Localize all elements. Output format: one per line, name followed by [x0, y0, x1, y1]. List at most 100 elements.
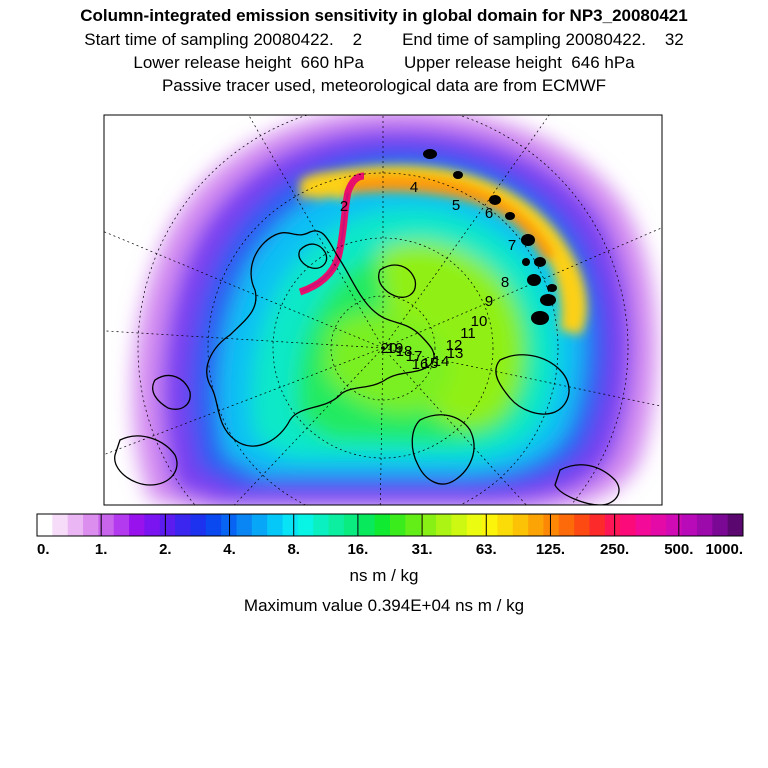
colorbar-swatch [374, 514, 391, 536]
trajectory-day-label: 11 [460, 325, 476, 342]
colorbar-swatch [251, 514, 268, 536]
colorbar-swatch [297, 514, 314, 536]
colorbar-swatch [190, 514, 207, 536]
colorbar-swatch [635, 514, 652, 536]
colorbar-tick-label: 125. [536, 541, 565, 558]
colorbar-swatch [159, 514, 176, 536]
trajectory-day-label: 14 [433, 353, 450, 370]
colorbar-tick-label: 8. [287, 541, 300, 558]
colorbar-tick-label: 0. [37, 541, 50, 558]
colorbar-swatch [83, 514, 99, 536]
colorbar-swatch [67, 514, 84, 536]
colorbar-ticks: 0. 1. 2. 4. 8. 16. 31. 63. 125. 250. 500. 1000. [36, 514, 744, 558]
colorbar-swatch [390, 514, 406, 536]
colorbar-swatch [650, 514, 667, 536]
sampling-time-line: Start time of sampling 20080422. 2 End ti… [0, 28, 768, 51]
trajectory-day-label: 7 [508, 237, 516, 254]
colorbar-swatch [466, 514, 483, 536]
colorbar-swatch [528, 514, 544, 536]
colorbar-tick-label: 250. [600, 541, 629, 558]
lower-height-label: Lower release height [133, 53, 292, 72]
colorbar-swatch [267, 514, 284, 536]
trajectory-day-label: 13 [447, 345, 464, 362]
colorbar-swatch [37, 514, 53, 536]
colorbar-swatch [420, 514, 437, 536]
colorbar-swatch [144, 514, 161, 536]
colorbar-tick-label: 1000. [705, 541, 743, 558]
start-time-label: Start time of sampling 20080422. [84, 30, 334, 49]
trajectory-day-label: 16 [412, 356, 429, 373]
colorbar-swatch [313, 514, 330, 536]
colorbar-swatch [205, 514, 222, 536]
trajectory-day-label: 6 [485, 205, 493, 222]
land-masks [423, 149, 557, 325]
colorbar-tick-label: 500. [664, 541, 693, 558]
colorbar-tick-label: 63. [476, 541, 497, 558]
map-frame [103, 114, 663, 506]
colorbar-swatch [236, 514, 253, 536]
start-time-value: 2 [352, 30, 363, 49]
tracer-note: Passive tracer used, meteorological data… [161, 76, 607, 95]
colorbar-tick-label: 16. [347, 541, 368, 558]
coastlines [114, 230, 620, 505]
trajectory-core [301, 192, 349, 292]
colorbar-swatch [666, 514, 683, 536]
trajectory-day-label: 12 [446, 337, 463, 354]
trajectory-day-label: 4 [410, 179, 418, 196]
colorbar-swatch [558, 514, 575, 536]
trajectory-day-label: 19 [387, 340, 404, 357]
upper-height-label: Upper release height [404, 53, 562, 72]
colorbar-swatch [359, 514, 376, 536]
title-block: Column-integrated emission sensitivity i… [0, 4, 768, 97]
colorbar-swatch [727, 514, 744, 536]
colorbar-swatch [604, 514, 621, 536]
colorbar-swatch [482, 514, 498, 536]
colorbar-swatch [712, 514, 729, 536]
colorbar-tick-label: 1. [95, 541, 108, 558]
colorbar-swatch [696, 514, 713, 536]
end-time-label: End time of sampling 20080422. [402, 30, 646, 49]
trajectory-day-label: 5 [452, 197, 460, 214]
trajectory-day-label: 8 [501, 274, 509, 291]
end-time-value: 32 [664, 30, 684, 49]
upper-height-value: 646 hPa [571, 53, 635, 72]
colorbar-swatch [98, 514, 115, 536]
colorbar-swatch [52, 514, 69, 536]
colorbar-swatch [175, 514, 191, 536]
release-height-line: Lower release height 660 hPa Upper releas… [0, 51, 768, 74]
colorbar-swatch [512, 514, 529, 536]
trajectory-day-label: 15 [422, 355, 439, 372]
colorbar-swatch [589, 514, 606, 536]
maximum-value: Maximum value 0.394E+04 ns m / kg [243, 596, 525, 615]
trajectory-day-label: 2 [340, 198, 348, 215]
colorbar-swatch [343, 514, 360, 536]
colorbar [36, 513, 744, 537]
colorbar-swatch [620, 514, 637, 536]
colorbar-swatch [129, 514, 145, 536]
trajectory-day-label: 10 [471, 313, 488, 330]
trajectory-day-label: 18 [396, 343, 413, 360]
colorbar-swatch [681, 514, 698, 536]
colorbar-unit: ns m / kg [349, 566, 419, 585]
colorbar-swatch [113, 514, 130, 536]
colorbar-swatch [543, 514, 560, 536]
colorbar-swatch [574, 514, 591, 536]
trajectory-day-label: 17 [406, 348, 423, 365]
colorbar-swatch [328, 514, 345, 536]
colorbar-swatch [282, 514, 299, 536]
lower-height-value: 660 hPa [300, 53, 364, 72]
map-title: Column-integrated emission sensitivity i… [80, 6, 688, 25]
graticule [104, 115, 662, 505]
colorbar-tick-label: 31. [412, 541, 433, 558]
colorbar-tick-label: 4. [223, 541, 236, 558]
colorbar-swatch [436, 514, 452, 536]
trajectory-day-label: 20 [381, 340, 398, 357]
colorbar-swatch [497, 514, 514, 536]
colorbar-swatch [405, 514, 422, 536]
trajectory-day-label: 9 [485, 293, 493, 310]
colorbar-tick-label: 2. [159, 541, 172, 558]
colorbar-swatch [451, 514, 468, 536]
